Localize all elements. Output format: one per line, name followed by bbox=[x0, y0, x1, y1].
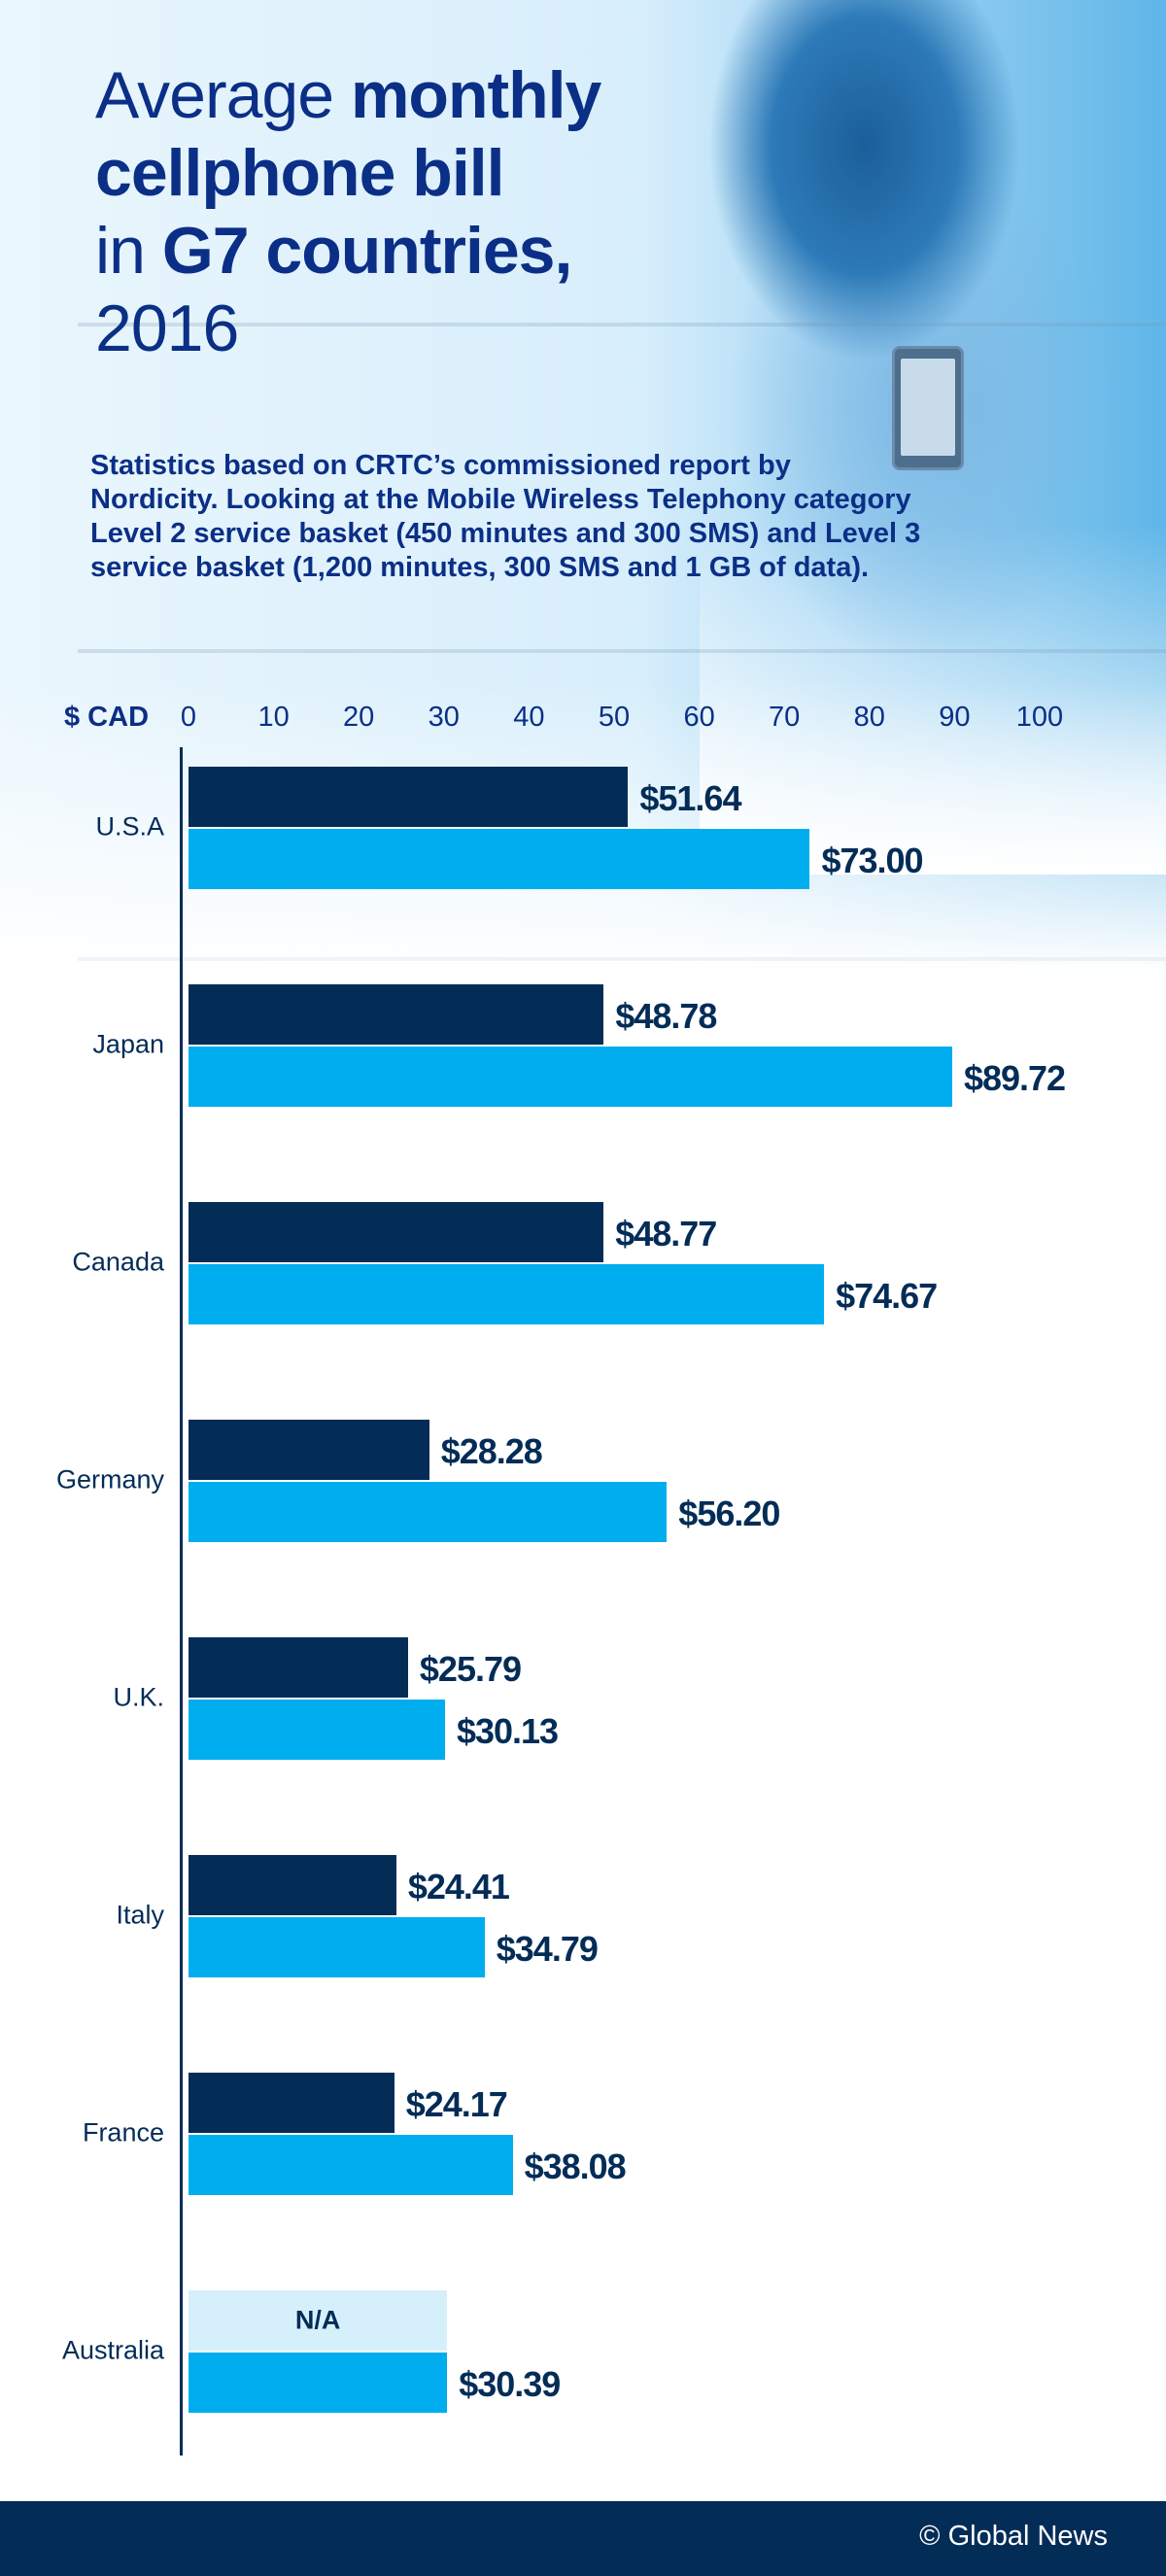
axis-unit-label: $ CAD bbox=[64, 702, 150, 733]
category-label: Australia bbox=[61, 2335, 164, 2365]
credit-text: © Global News bbox=[919, 2521, 1108, 2552]
data-label-na: N/A bbox=[294, 2305, 341, 2335]
bar-series-1 bbox=[189, 1855, 396, 1915]
data-label: $74.67 bbox=[836, 1276, 938, 1316]
data-label: $34.79 bbox=[496, 1929, 599, 1969]
plank-line bbox=[78, 957, 1166, 961]
data-label: $56.20 bbox=[678, 1494, 780, 1533]
category-label: U.K. bbox=[113, 1682, 164, 1712]
title-part: cellphone bill bbox=[95, 136, 504, 210]
category-label: France bbox=[82, 2117, 164, 2147]
chart-title: Average monthly cellphone bill in G7 cou… bbox=[95, 56, 601, 367]
title-part: monthly bbox=[350, 58, 601, 132]
bar-series-2 bbox=[189, 2353, 448, 2413]
bar-series-1 bbox=[189, 1420, 429, 1480]
bar-series-2 bbox=[189, 1482, 668, 1542]
data-label: $24.41 bbox=[407, 1867, 510, 1906]
data-label: $48.77 bbox=[615, 1214, 717, 1254]
title-part: 2016 bbox=[95, 292, 239, 365]
y-axis-line bbox=[180, 747, 183, 2456]
data-label: $51.64 bbox=[639, 778, 741, 818]
bar-series-1 bbox=[189, 767, 629, 827]
x-tick-label: 90 bbox=[939, 702, 971, 733]
x-tick-label: 0 bbox=[180, 702, 197, 733]
bar-series-2 bbox=[189, 829, 810, 889]
bar-series-1 bbox=[189, 1637, 408, 1698]
title-part: in bbox=[95, 214, 162, 288]
x-tick-label: 60 bbox=[683, 702, 715, 733]
x-tick-label: 80 bbox=[853, 702, 885, 733]
bar-series-2 bbox=[189, 1917, 485, 1977]
data-label: $89.72 bbox=[963, 1058, 1066, 1098]
data-label: $30.39 bbox=[459, 2364, 561, 2404]
category-label: Canada bbox=[72, 1247, 164, 1277]
plank-line bbox=[78, 323, 1166, 326]
bar-series-1 bbox=[189, 984, 604, 1045]
x-tick-label: 70 bbox=[769, 702, 801, 733]
x-tick-label: 30 bbox=[428, 702, 460, 733]
data-label: $30.13 bbox=[456, 1711, 559, 1751]
data-label: $24.17 bbox=[405, 2084, 508, 2124]
x-tick-label: 40 bbox=[513, 702, 545, 733]
x-tick-label: 20 bbox=[343, 702, 375, 733]
bar-series-2 bbox=[189, 1700, 445, 1760]
bar-series-1 bbox=[189, 2073, 394, 2133]
category-label: Germany bbox=[55, 1464, 164, 1494]
data-label: $73.00 bbox=[821, 841, 923, 880]
x-tick-label: 100 bbox=[1015, 702, 1064, 733]
plank-line bbox=[78, 649, 1166, 653]
category-label: Japan bbox=[92, 1029, 164, 1059]
bar-na bbox=[189, 2290, 448, 2351]
data-label: $48.78 bbox=[615, 996, 717, 1036]
data-label: $28.28 bbox=[440, 1431, 543, 1471]
title-part: Average bbox=[95, 58, 351, 132]
bar-series-1 bbox=[189, 1202, 604, 1262]
phone-image bbox=[892, 346, 964, 470]
footer-bar: © Global News bbox=[0, 2501, 1166, 2576]
chart-subtitle: Statistics based on CRTC’s commissioned … bbox=[90, 450, 921, 583]
x-tick-label: 10 bbox=[257, 702, 290, 733]
bar-series-2 bbox=[189, 2135, 513, 2195]
data-label: $25.79 bbox=[419, 1649, 522, 1689]
category-label: U.S.A bbox=[95, 811, 164, 841]
title-part: G7 countries, bbox=[161, 214, 573, 288]
category-label: Italy bbox=[116, 1900, 164, 1930]
bar-series-2 bbox=[189, 1047, 952, 1107]
bar-series-2 bbox=[189, 1264, 825, 1324]
x-tick-label: 50 bbox=[598, 702, 631, 733]
data-label: $38.08 bbox=[524, 2147, 627, 2186]
